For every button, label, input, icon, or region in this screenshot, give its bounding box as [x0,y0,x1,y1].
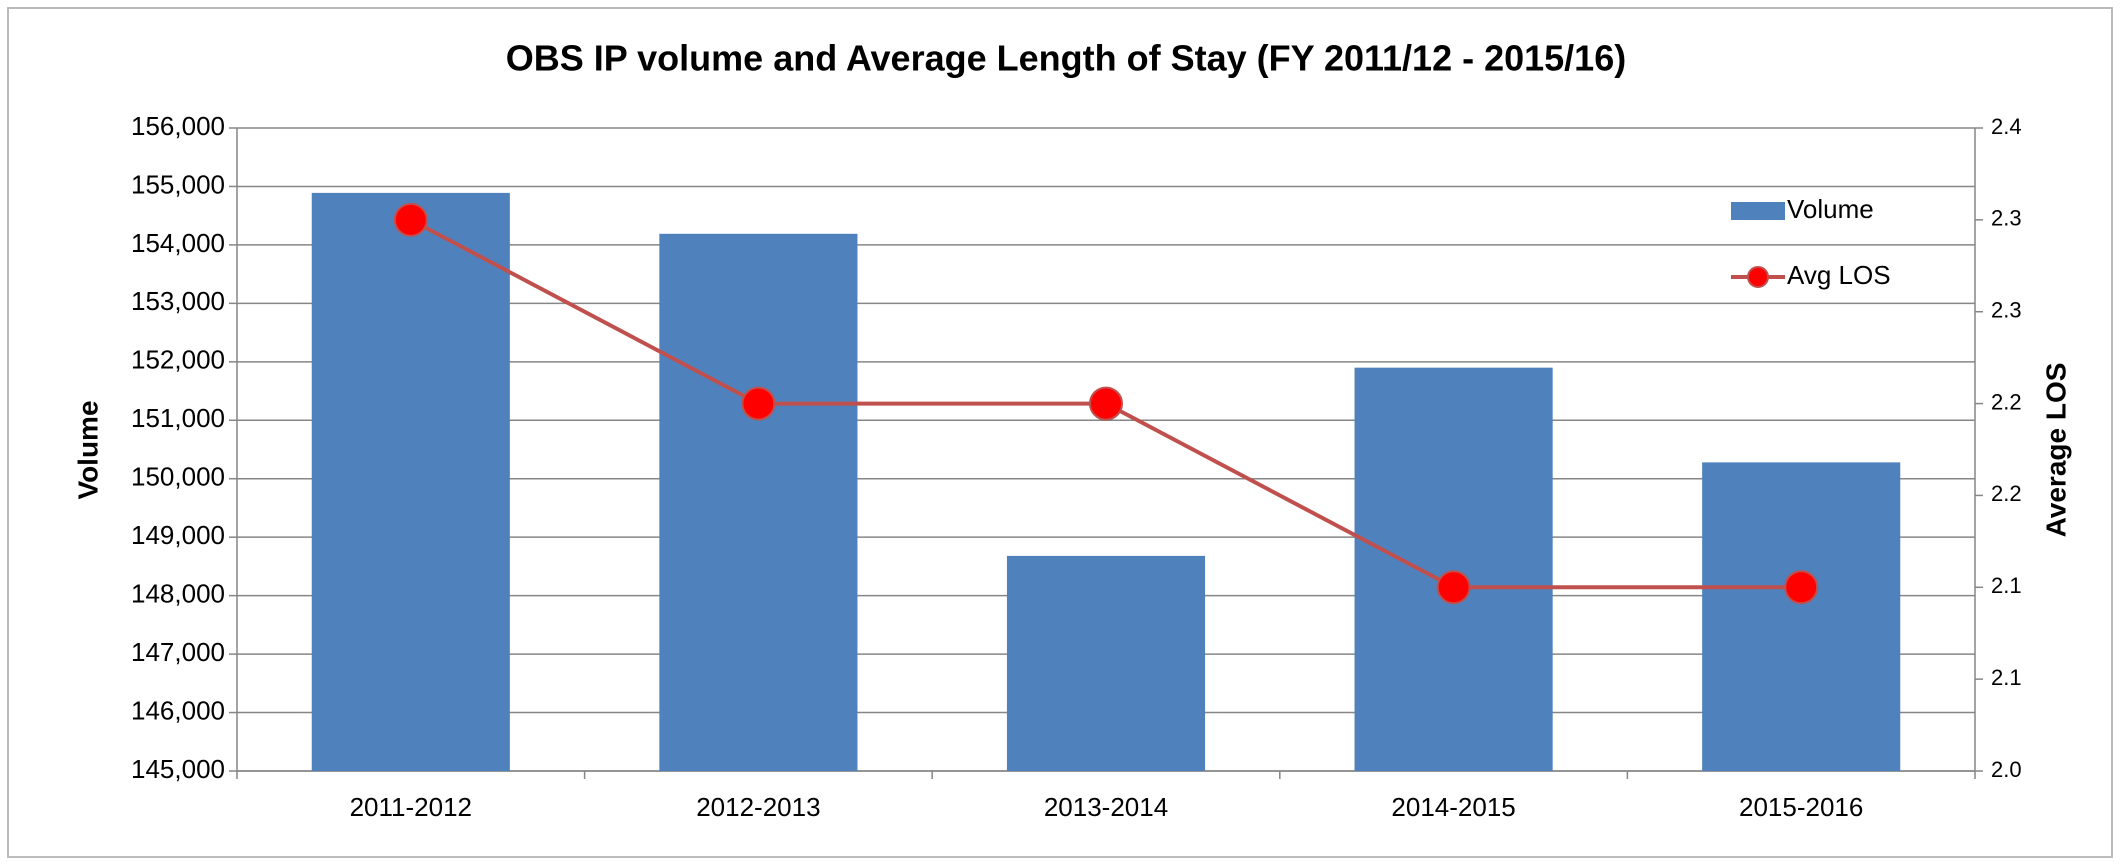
marker [1436,570,1471,605]
y-axis-title: Volume [72,400,103,499]
y2-tick-label: 2.2 [1991,481,2022,506]
y-tick-label: 147,000 [131,637,225,667]
y-tick-label: 152,000 [131,345,225,375]
marker [1784,570,1819,605]
y2-tick-label: 2.1 [1991,573,2022,598]
y-tick-label: 149,000 [131,520,225,550]
x-tick-label: 2013-2014 [1044,792,1168,822]
bar [1702,462,1901,771]
y2-tick-label: 2.2 [1991,389,2022,414]
y2-axis-title: Average LOS [2040,363,2071,538]
legend-swatch [1731,202,1785,220]
marker [393,202,428,237]
bar [311,192,510,772]
y2-tick-label: 2.0 [1991,757,2022,782]
bar [1354,367,1553,771]
y-tick-label: 146,000 [131,695,225,725]
y-tick-label: 145,000 [131,754,225,784]
y-tick-label: 155,000 [131,169,225,199]
y-tick-label: 150,000 [131,462,225,492]
x-tick-label: 2015-2016 [1739,792,1863,822]
y-tick-label: 151,000 [131,403,225,433]
x-tick-label: 2014-2015 [1391,792,1515,822]
marker [1089,386,1123,421]
y-tick-label: 153,000 [131,286,225,316]
legend-label: Volume [1787,194,1874,224]
y2-tick-label: 2.3 [1991,206,2022,231]
y-tick-label: 156,000 [131,111,225,141]
bar [659,233,858,771]
legend-label: Avg LOS [1787,260,1891,290]
x-tick-label: 2011-2012 [350,792,472,822]
chart-title: OBS IP volume and Average Length of Stay… [506,38,1626,79]
x-tick-label: 2012-2013 [696,792,820,822]
bar [1006,555,1206,771]
legend-marker [1747,266,1769,288]
marker [741,386,776,421]
y2-tick-label: 2.1 [1991,665,2022,690]
y-tick-label: 154,000 [131,228,225,258]
y-tick-label: 148,000 [131,579,225,609]
y2-tick-label: 2.3 [1991,298,2022,323]
y2-tick-label: 2.4 [1991,114,2022,139]
